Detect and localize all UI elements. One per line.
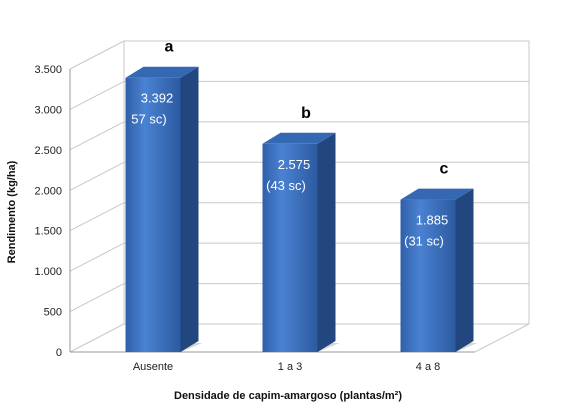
significance-letter: c: [440, 161, 449, 178]
data-sublabel: (43 sc): [266, 178, 306, 193]
gridline-diag: [69, 161, 125, 191]
gridline-diag: [69, 242, 125, 272]
bar: [262, 143, 318, 352]
bar-side: [455, 188, 474, 352]
floor-right-edge: [474, 323, 530, 353]
data-label: 2.575: [278, 157, 311, 172]
significance-letter: b: [301, 105, 311, 122]
x-tick-label: 1 a 3: [278, 361, 302, 373]
y-tick-label: 3.500: [34, 64, 62, 76]
data-sublabel: (31 sc): [404, 234, 444, 249]
data-sublabel: 57 sc): [131, 112, 166, 127]
bar-side: [317, 132, 336, 352]
x-axis-title: Densidade de capim-amargoso (plantas/m²): [174, 390, 402, 402]
bar: [400, 199, 456, 352]
bar: [125, 77, 181, 352]
gridline-diag: [69, 323, 125, 353]
bar-side: [180, 66, 199, 352]
x-tick-label: Ausente: [133, 361, 173, 373]
data-label: 3.392: [141, 91, 174, 106]
bar-top: [262, 132, 336, 144]
labels: 0 500 1.000 1.500 2.000 2.500 3.000 3.500 3.392 5…: [34, 39, 448, 373]
y-tick-label: 500: [44, 307, 62, 319]
gridline-diag: [69, 80, 125, 110]
y-tick-label: 0: [56, 347, 62, 359]
gridline-diag: [69, 283, 125, 313]
y-tick-label: 1.500: [34, 226, 62, 238]
gridline-diag: [69, 121, 125, 151]
bars: [125, 66, 478, 352]
y-axis-title: Rendimento (kg/ha): [6, 160, 18, 263]
gridline-diag: [69, 40, 125, 70]
significance-letter: a: [165, 39, 174, 56]
gridline-diag: [69, 202, 125, 232]
bar-top: [400, 188, 474, 200]
y-tick-label: 3.000: [34, 104, 62, 116]
x-tick-label: 4 a 8: [416, 361, 440, 373]
y-tick-label: 2.500: [34, 145, 62, 157]
bar-top: [125, 66, 199, 78]
y-tick-label: 1.000: [34, 266, 62, 278]
data-label: 1.885: [416, 213, 449, 228]
y-tick-label: 2.000: [34, 185, 62, 197]
